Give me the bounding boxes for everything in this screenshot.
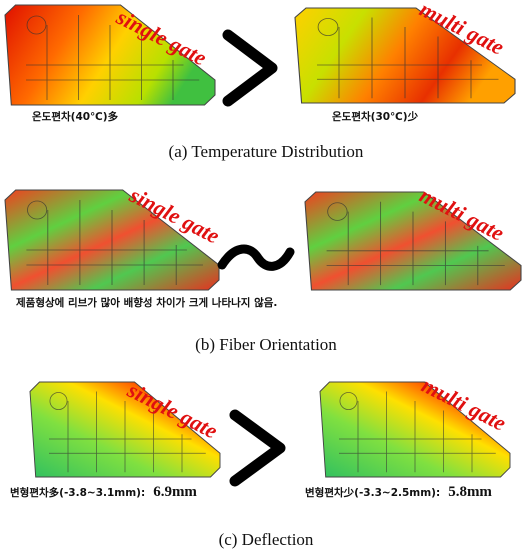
greater-than	[235, 415, 280, 481]
image-left	[5, 190, 219, 290]
caption: (a) Temperature Distribution	[169, 142, 364, 161]
note: 제품형상에 리브가 많아 배향성 차이가 크게 나타나지 않음.	[16, 296, 277, 309]
image-right	[295, 8, 515, 103]
right-note-line: 변형편차少(-3.3~2.5mm): 5.8mm	[305, 483, 492, 500]
left-value: 6.9mm	[153, 484, 197, 500]
greater-than	[228, 35, 272, 101]
left-note: 온도편차(40℃)多	[32, 110, 119, 123]
caption: (b) Fiber Orientation	[195, 335, 337, 354]
caption: (c) Deflection	[219, 530, 314, 549]
right-note: 온도편차(30℃)少	[332, 110, 419, 123]
image-right	[320, 382, 510, 477]
left-note-line: 변형편차多(-3.8~3.1mm): 6.9mm	[10, 483, 197, 500]
right-note: 변형편차少(-3.3~2.5mm):	[305, 486, 440, 499]
right-value: 5.8mm	[448, 484, 492, 500]
figure: single gate multi gate 온도편차(40℃)多 온도편차(3…	[0, 0, 532, 551]
left-note: 변형편차多(-3.8~3.1mm):	[10, 486, 145, 499]
similar-sign	[222, 249, 290, 266]
